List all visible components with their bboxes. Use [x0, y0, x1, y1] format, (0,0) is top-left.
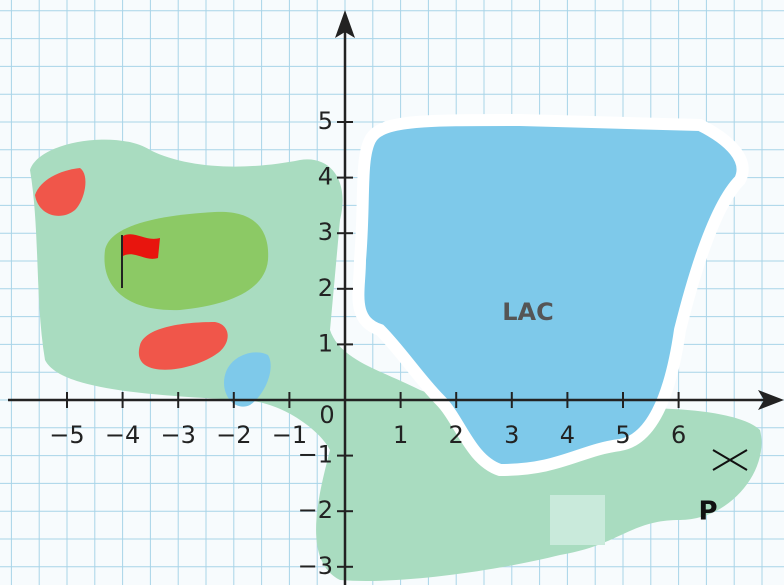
y-tick-label: 5 — [318, 107, 333, 135]
flag — [123, 234, 160, 259]
lake — [352, 113, 749, 477]
axes — [8, 25, 768, 585]
x-tick-label: 5 — [615, 421, 630, 449]
point-cross — [712, 449, 748, 471]
lake-label: LAC — [502, 298, 553, 326]
tick-labels: −5 −4 −3 −2 −1 1 2 3 4 5 6 0 5 4 3 2 1 −1 −2 −3 — [49, 107, 686, 580]
ticks — [66, 121, 680, 568]
y-tick-label: 1 — [318, 329, 333, 357]
x-tick-label: 3 — [504, 421, 519, 449]
y-tick-label: −1 — [298, 441, 333, 469]
y-arrow — [335, 10, 355, 38]
x-tick-label: −5 — [49, 421, 84, 449]
bunker — [138, 322, 228, 370]
x-arrow — [758, 390, 784, 410]
x-tick-label: −1 — [272, 421, 307, 449]
y-tick-label: 3 — [318, 218, 333, 246]
x-tick-label: −4 — [105, 421, 140, 449]
x-tick-label: −3 — [161, 421, 196, 449]
y-tick-label: 4 — [318, 163, 333, 191]
patch — [550, 495, 605, 545]
x-tick-label: 4 — [560, 421, 575, 449]
y-tick-label: −2 — [298, 496, 333, 524]
point-label: P — [698, 497, 717, 527]
y-tick-label: 2 — [318, 274, 333, 302]
pond — [224, 352, 271, 407]
y-tick-label: −3 — [298, 552, 333, 580]
x-tick-label: 2 — [449, 421, 464, 449]
green — [104, 211, 269, 311]
x-tick-label: 6 — [671, 421, 686, 449]
origin-label: 0 — [319, 401, 334, 429]
x-tick-label: −2 — [216, 421, 251, 449]
x-tick-label: 1 — [393, 421, 408, 449]
bunker — [35, 168, 86, 216]
